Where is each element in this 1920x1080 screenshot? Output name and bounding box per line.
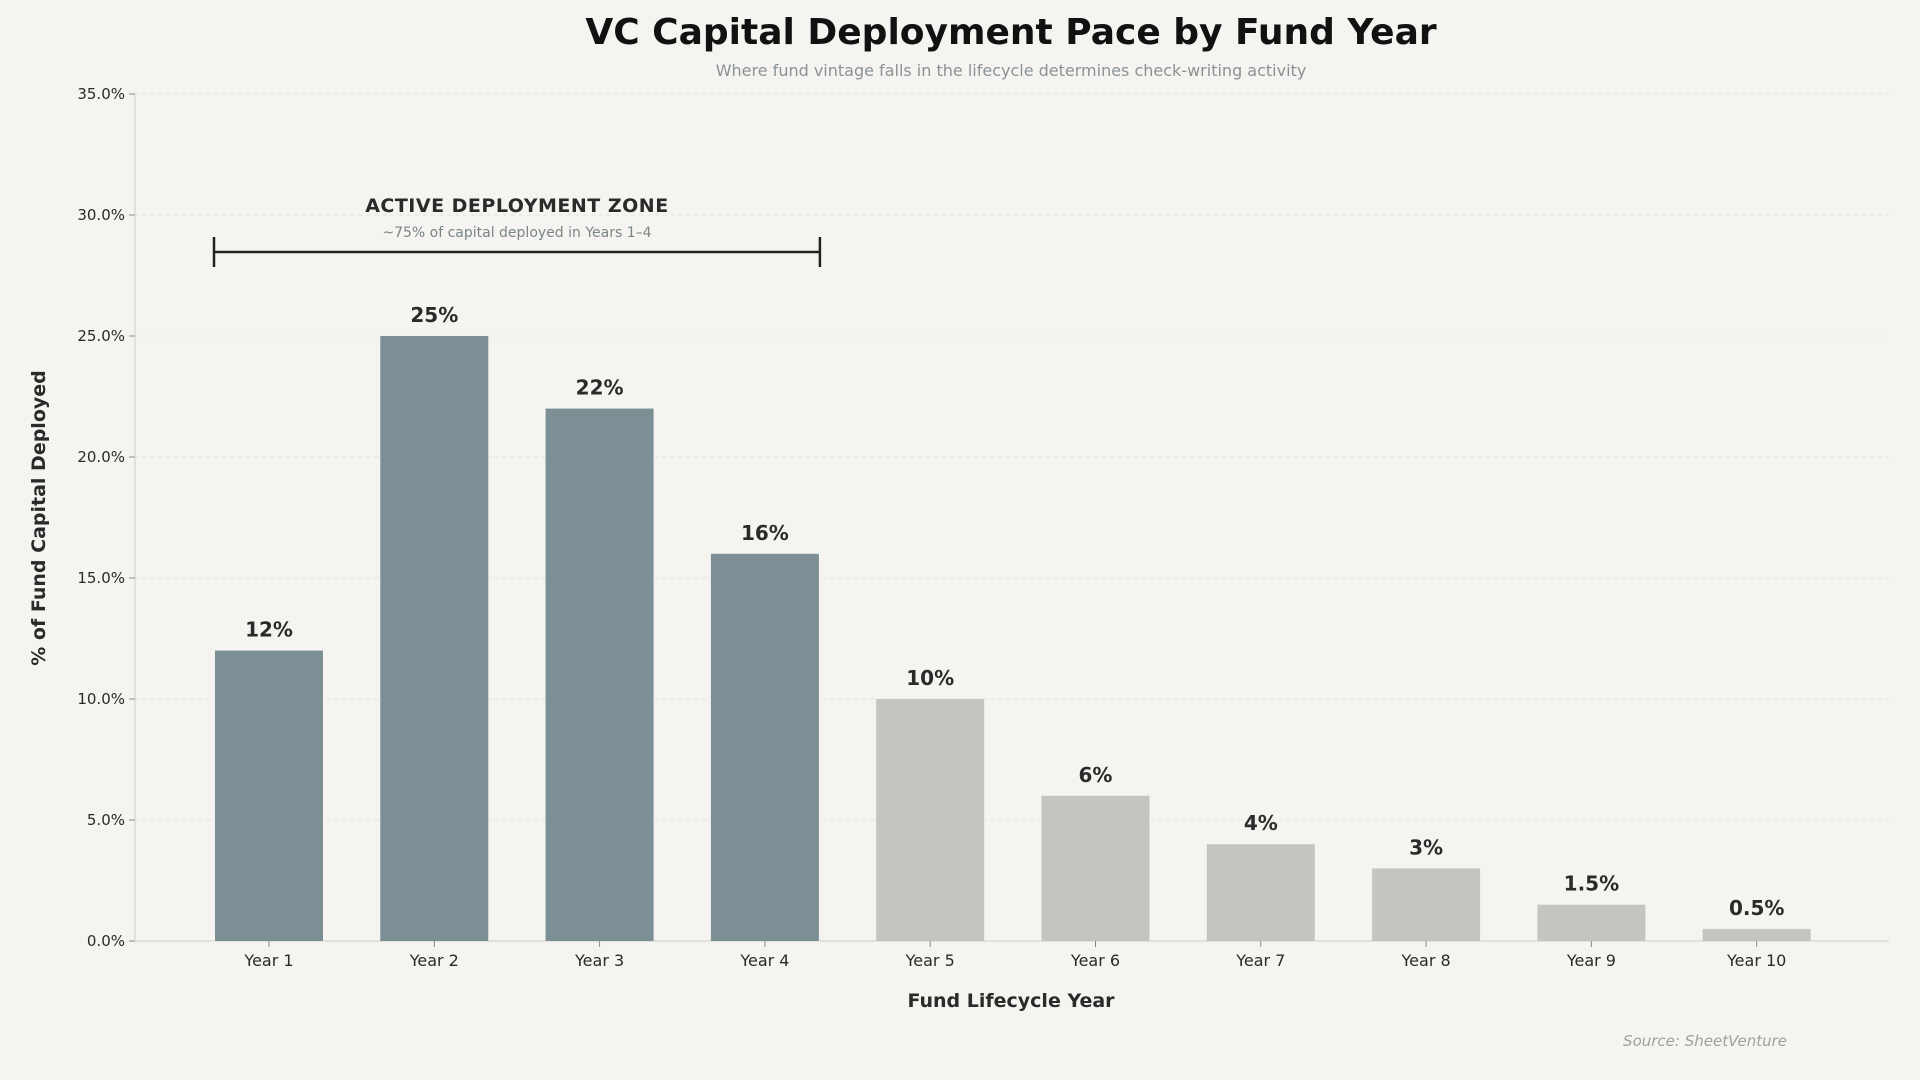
y-tick-label: 15.0%: [77, 569, 125, 587]
data-label: 1.5%: [1564, 872, 1619, 896]
data-label: 25%: [410, 303, 458, 327]
x-tick-label: Year 6: [1070, 951, 1120, 970]
x-tick-label: Year 10: [1726, 951, 1786, 970]
bar-year-5: [876, 699, 985, 941]
x-tick-label: Year 4: [739, 951, 789, 970]
data-label: 0.5%: [1729, 896, 1784, 920]
data-label: 16%: [741, 521, 789, 545]
data-label: 22%: [576, 376, 624, 400]
x-tick-label: Year 5: [905, 951, 955, 970]
y-tick-label: 5.0%: [87, 811, 125, 829]
bar-year-8: [1372, 868, 1481, 941]
y-tick-label: 10.0%: [77, 690, 125, 708]
data-label: 10%: [906, 666, 954, 690]
data-label: 3%: [1409, 835, 1443, 859]
chart-title: VC Capital Deployment Pace by Fund Year: [585, 12, 1437, 53]
x-axis-ticks: Year 1 Year 2 Year 3 Year 4 Year 5 Year 6 Year…: [243, 941, 1786, 970]
y-tick-label: 0.0%: [87, 932, 125, 950]
bar-year-10: [1702, 928, 1811, 941]
x-tick-label: Year 2: [409, 951, 459, 970]
bar-year-9: [1537, 904, 1646, 941]
y-tick-label: 30.0%: [77, 206, 125, 224]
bar-year-3: [545, 408, 654, 942]
bar-year-1: [215, 650, 323, 941]
bar-year-6: [1041, 795, 1150, 941]
y-axis-label: % of Fund Capital Deployed: [28, 370, 50, 666]
x-tick-label: Year 8: [1401, 951, 1451, 970]
y-tick-label: 35.0%: [77, 85, 125, 103]
bars: 12% 25% 22% 16% 10% 6% 4% 3% 1.5% 0.5%: [215, 303, 1811, 942]
x-axis-label: Fund Lifecycle Year: [907, 990, 1115, 1012]
x-tick-label: Year 9: [1566, 951, 1616, 970]
bar-year-7: [1206, 844, 1315, 941]
annotation-subtitle: ~75% of capital deployed in Years 1–4: [382, 225, 651, 241]
x-tick-label: Year 7: [1235, 951, 1285, 970]
x-tick-label: Year 3: [574, 951, 624, 970]
y-axis-ticks: 0.0% 5.0% 10.0% 15.0% 20.0% 25.0% 30.0% 35.0%: [77, 85, 135, 950]
y-tick-label: 25.0%: [77, 327, 125, 345]
chart-subtitle: Where fund vintage falls in the lifecycl…: [716, 61, 1307, 80]
bar-year-4: [710, 553, 819, 941]
data-label: 12%: [245, 618, 293, 642]
bar-year-2: [380, 336, 489, 941]
y-tick-label: 20.0%: [77, 448, 125, 466]
x-tick-label: Year 1: [243, 951, 293, 970]
source-note: Source: SheetVenture: [1623, 1032, 1787, 1050]
annotation-title: ACTIVE DEPLOYMENT ZONE: [365, 195, 669, 217]
data-label: 4%: [1244, 811, 1278, 835]
data-label: 6%: [1079, 763, 1113, 787]
deployment-zone-annotation: ACTIVE DEPLOYMENT ZONE ~75% of capital d…: [212, 195, 822, 267]
